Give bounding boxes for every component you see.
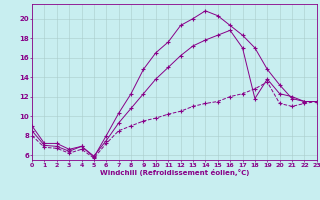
X-axis label: Windchill (Refroidissement éolien,°C): Windchill (Refroidissement éolien,°C): [100, 169, 249, 176]
